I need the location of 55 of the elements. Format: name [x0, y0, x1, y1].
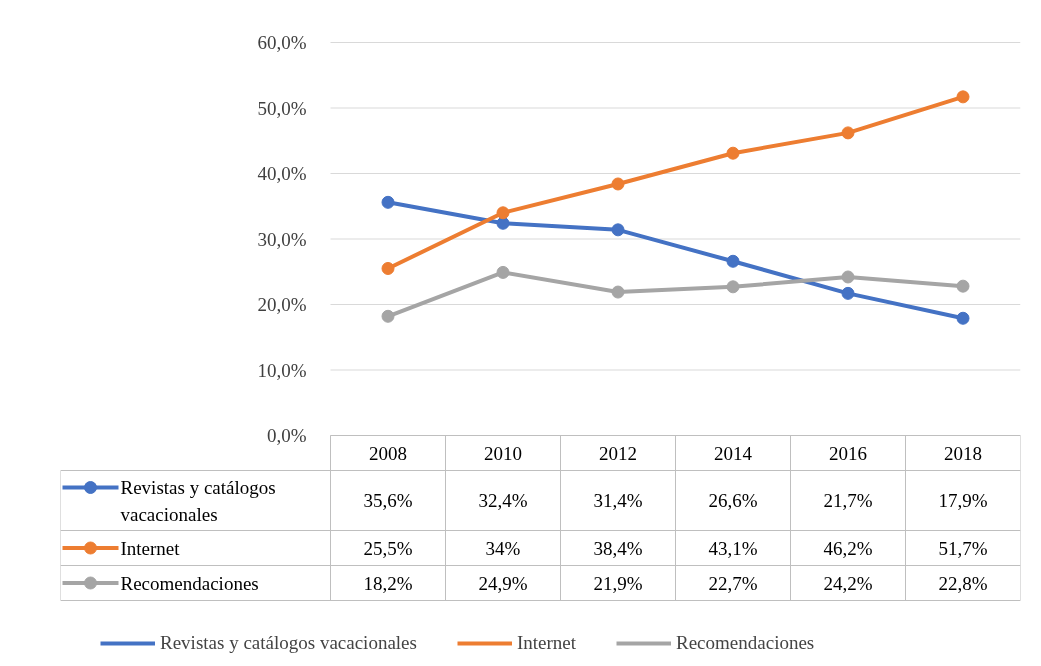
data-label: 43,1%	[708, 537, 758, 559]
data-label: 25,5%	[363, 537, 413, 559]
y-tick-label: 10,0%	[257, 359, 307, 381]
data-label: 35,6%	[363, 490, 413, 511]
y-tick-label: 60,0%	[257, 32, 307, 53]
data-label: 24,9%	[478, 572, 528, 594]
point	[611, 285, 625, 299]
data-label: 22,7%	[708, 572, 758, 594]
point	[381, 261, 395, 275]
x-tick-label: 2014	[714, 442, 753, 464]
point	[611, 177, 625, 191]
data-label: 24,2%	[823, 572, 873, 594]
legend-label: Revistas y catálogos vacacionales	[120, 477, 276, 525]
point	[496, 216, 510, 230]
text: Recomendaciones	[676, 632, 815, 653]
legend-label: Recomendaciones	[120, 572, 259, 594]
data-label: 26,6%	[708, 490, 758, 511]
point	[841, 286, 855, 300]
point	[956, 90, 970, 104]
data-label: 21,9%	[593, 572, 643, 594]
data-label: 22,8%	[938, 572, 988, 594]
y-tick-label: 20,0%	[257, 294, 307, 315]
data-label: 38,4%	[593, 537, 643, 559]
x-tick-label: 2012	[599, 442, 637, 464]
data-label: 51,7%	[938, 537, 988, 559]
point	[726, 280, 740, 294]
data-label: 32,4%	[478, 490, 528, 511]
x-tick-label: 2016	[829, 442, 867, 464]
point	[956, 311, 970, 325]
x-tick-label: 2018	[944, 442, 982, 464]
point	[611, 223, 625, 237]
data-label: 17,9%	[938, 490, 988, 511]
data-label: 46,2%	[823, 537, 873, 559]
y-tick-label: 40,0%	[257, 163, 307, 184]
y-tick-label: 50,0%	[257, 97, 307, 119]
point	[726, 254, 740, 268]
point	[496, 206, 510, 220]
y-tick-label: 30,0%	[257, 228, 307, 250]
point	[841, 126, 855, 140]
point	[381, 195, 395, 209]
point	[956, 279, 970, 293]
legend-label: Internet	[120, 537, 181, 559]
y-tick-label: 0,0%	[266, 425, 307, 446]
data-label: 18,2%	[363, 572, 413, 594]
point	[841, 270, 855, 284]
point	[726, 146, 740, 160]
data-label: 21,7%	[823, 490, 873, 511]
x-tick-label: 2010	[484, 442, 522, 464]
data-label: 31,4%	[593, 490, 643, 511]
point	[496, 265, 510, 279]
text: Revistas y catálogos vacacionales	[160, 632, 417, 653]
point	[381, 309, 395, 323]
text: Internet	[516, 632, 577, 653]
x-tick-label: 2008	[369, 442, 407, 464]
data-label: 34%	[485, 537, 521, 559]
